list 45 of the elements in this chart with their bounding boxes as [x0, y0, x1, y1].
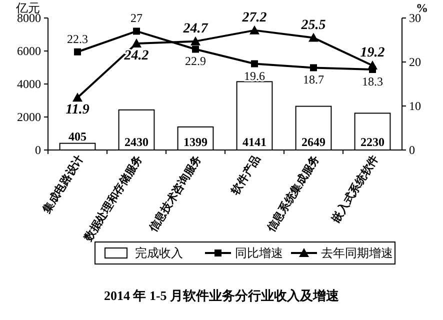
data-label: 22.3 [67, 32, 88, 46]
data-label: 24.7 [182, 21, 209, 36]
point [308, 32, 318, 42]
y-tick-label: 2000 [17, 110, 41, 124]
data-label: 18.3 [362, 74, 383, 88]
x-tick-label: 信息系统集成服务 [264, 152, 322, 236]
x-tick-label: 嵌入式系统软件 [328, 152, 382, 226]
legend-label: 同比增速 [235, 246, 283, 260]
point [250, 25, 260, 34]
point [74, 48, 81, 56]
data-label: 2430 [124, 135, 148, 149]
data-label: 22.9 [185, 54, 206, 68]
point [368, 60, 378, 70]
point [251, 60, 258, 68]
point [310, 64, 317, 72]
x-tick-label: 软件产品 [228, 152, 264, 198]
point [72, 92, 82, 102]
data-label: 19.6 [244, 68, 265, 83]
y2-tick-label: 20 [409, 55, 421, 69]
data-label: 2230 [360, 135, 384, 149]
y2-tick-label: 10 [409, 99, 421, 113]
y-tick-label: 4000 [17, 77, 41, 91]
y-tick-label: 0 [35, 143, 41, 157]
legend-label: 完成收入 [135, 246, 183, 260]
legend-label: 去年同期增速 [321, 246, 393, 260]
point [190, 36, 200, 46]
text: 2014 年 1-5 月软件业务分行业收入及增速 [104, 288, 340, 303]
y2-tick-label: 0 [409, 143, 415, 157]
x-tick-label: 信息技术咨询服务 [146, 152, 204, 236]
data-label: 4141 [242, 135, 266, 149]
data-label: 27 [130, 11, 142, 26]
point [133, 28, 140, 35]
data-label: 405 [68, 129, 86, 144]
data-label: 25.5 [300, 18, 326, 33]
data-label: 2649 [302, 135, 326, 149]
data-label: 24.2 [123, 48, 149, 64]
point [192, 46, 199, 53]
point [132, 38, 142, 48]
x-tick-label: 集成电路设计 [40, 152, 86, 216]
data-label: 27.2 [241, 10, 267, 26]
data-label: 18.7 [303, 72, 324, 87]
data-label: 19.2 [360, 46, 385, 61]
data-label: 1399 [184, 135, 208, 149]
data-label: 11.9 [66, 102, 90, 118]
y-tick-label: 6000 [17, 44, 41, 58]
